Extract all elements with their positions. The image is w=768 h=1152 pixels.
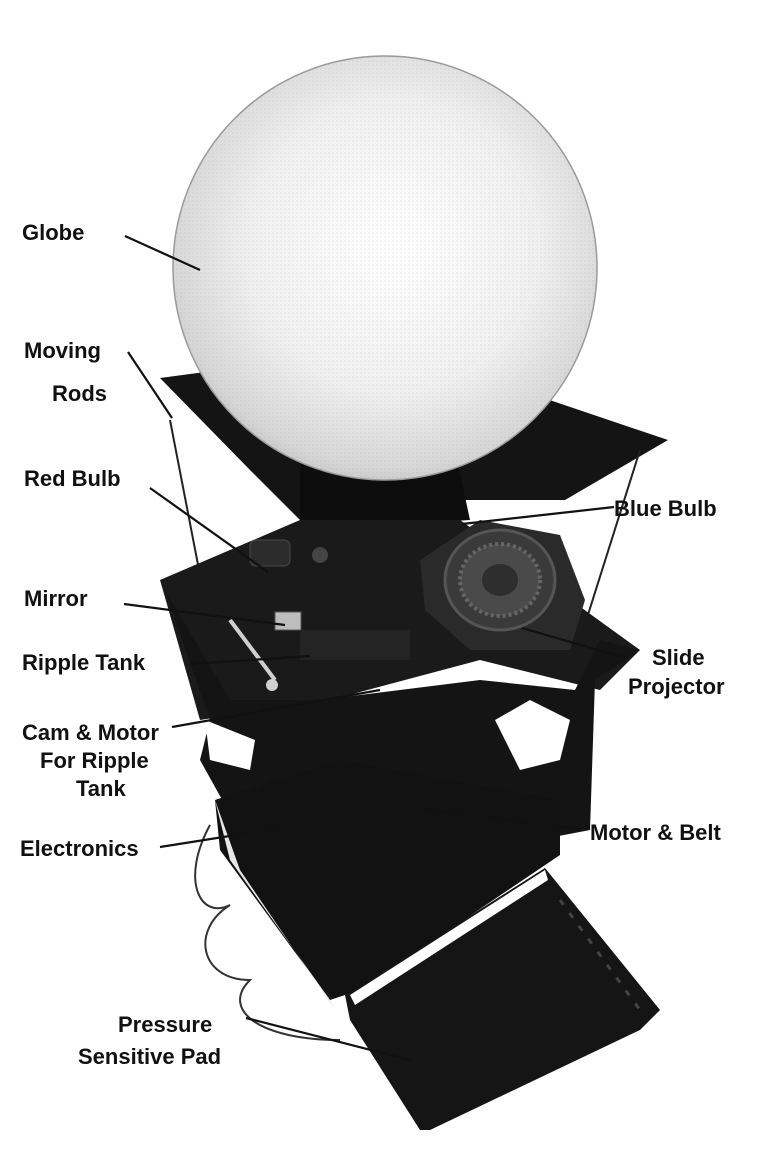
leader-ripple-tank [189, 654, 311, 666]
leader-electronics [159, 826, 281, 849]
label-electronics: Electronics [20, 836, 139, 861]
globe [172, 55, 598, 481]
chassis-window [495, 700, 570, 770]
label-slide-projector-line1: Slide [652, 645, 705, 670]
moving-rod-right [579, 449, 641, 641]
label-motor-belt: Motor & Belt [590, 820, 721, 845]
leader-blue-bulb [461, 505, 615, 526]
label-ripple-tank: Ripple Tank [22, 650, 146, 675]
mirror [274, 611, 302, 631]
moving-rod-left [169, 419, 201, 576]
leader-pressure-pad [245, 1016, 411, 1062]
label-globe: Globe [22, 220, 84, 245]
label-pressure-pad-line1: Pressure [118, 1012, 212, 1037]
label-red-bulb: Red Bulb [24, 466, 121, 491]
base-box [215, 760, 560, 1000]
label-cam-motor-line3: Tank [76, 776, 126, 801]
red-bulb [249, 539, 328, 567]
label-moving-rods-line2: Rods [52, 381, 107, 406]
leader-moving-rods [127, 351, 173, 419]
labels: Globe Moving Rods Red Bulb Blue Bulb Mir… [20, 220, 725, 1069]
label-blue-bulb: Blue Bulb [614, 496, 717, 521]
leader-motor-belt [414, 806, 585, 832]
leader-globe [124, 234, 201, 272]
label-cam-motor-line2: For Ripple [40, 748, 149, 773]
label-mirror: Mirror [24, 586, 88, 611]
chassis-window-left [205, 720, 255, 770]
label-moving-rods-line1: Moving [24, 338, 101, 363]
label-slide-projector-line2: Projector [628, 674, 725, 699]
leader-slide-projector [521, 626, 627, 660]
label-cam-motor-line1: Cam & Motor [22, 720, 159, 745]
cable [194, 824, 341, 1041]
label-pressure-pad-line2: Sensitive Pad [78, 1044, 221, 1069]
leader-lines [123, 234, 627, 1062]
leader-cam-motor [171, 688, 381, 729]
leader-mirror [123, 602, 286, 627]
slide-projector [420, 520, 585, 650]
ripple-tank [228, 618, 410, 691]
leader-red-bulb [149, 487, 269, 573]
pressure-pad [345, 868, 660, 1130]
